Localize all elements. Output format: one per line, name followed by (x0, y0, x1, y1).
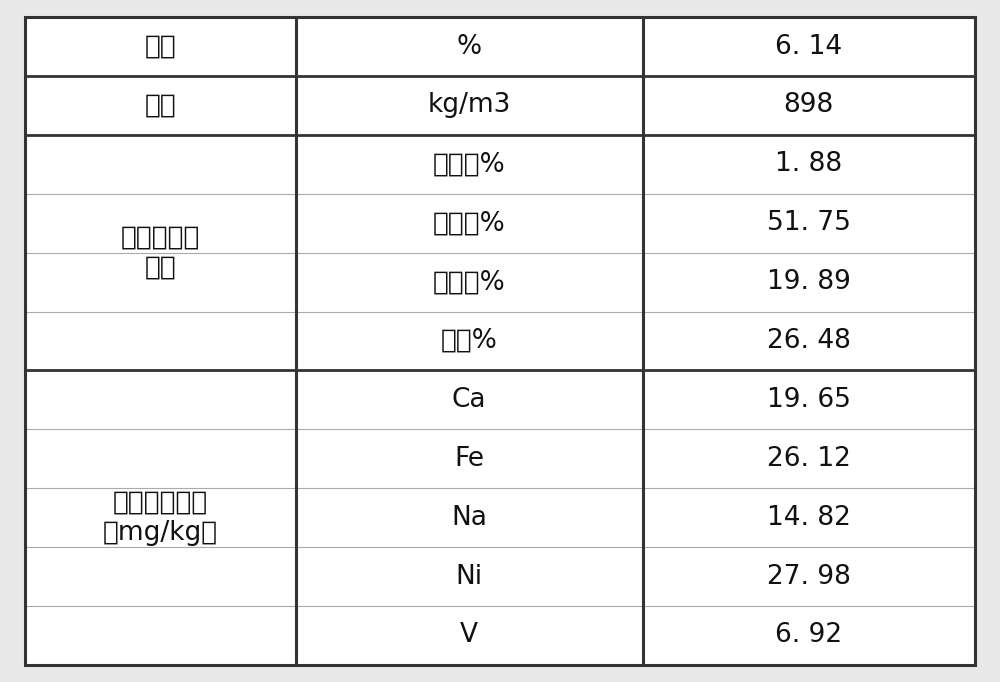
Text: 26. 12: 26. 12 (767, 446, 851, 472)
Text: 残炭: 残炭 (145, 33, 176, 59)
Text: V: V (460, 623, 478, 649)
Text: 饱和分%: 饱和分% (433, 210, 506, 236)
Text: 51. 75: 51. 75 (767, 210, 851, 236)
Text: Fe: Fe (454, 446, 484, 472)
Text: Na: Na (451, 505, 487, 531)
Text: 四组分分析
结果: 四组分分析 结果 (121, 224, 200, 281)
Text: 19. 89: 19. 89 (767, 269, 851, 295)
Text: 19. 65: 19. 65 (767, 387, 851, 413)
Text: 27. 98: 27. 98 (767, 563, 851, 590)
Text: 芳香分%: 芳香分% (433, 269, 506, 295)
Text: 26. 48: 26. 48 (767, 328, 851, 354)
Text: 密度: 密度 (145, 92, 176, 119)
Text: 金属分析结果
（mg/kg）: 金属分析结果 （mg/kg） (103, 490, 218, 546)
Text: Ca: Ca (452, 387, 486, 413)
Text: Ni: Ni (456, 563, 483, 590)
Text: %: % (457, 33, 482, 59)
Text: 胶质%: 胶质% (441, 328, 498, 354)
Text: 6. 14: 6. 14 (775, 33, 842, 59)
Text: 沥青质%: 沥青质% (433, 151, 506, 177)
Text: 1. 88: 1. 88 (775, 151, 842, 177)
Text: 898: 898 (784, 92, 834, 119)
Text: 14. 82: 14. 82 (767, 505, 851, 531)
Text: 6. 92: 6. 92 (775, 623, 842, 649)
Text: kg/m3: kg/m3 (427, 92, 511, 119)
